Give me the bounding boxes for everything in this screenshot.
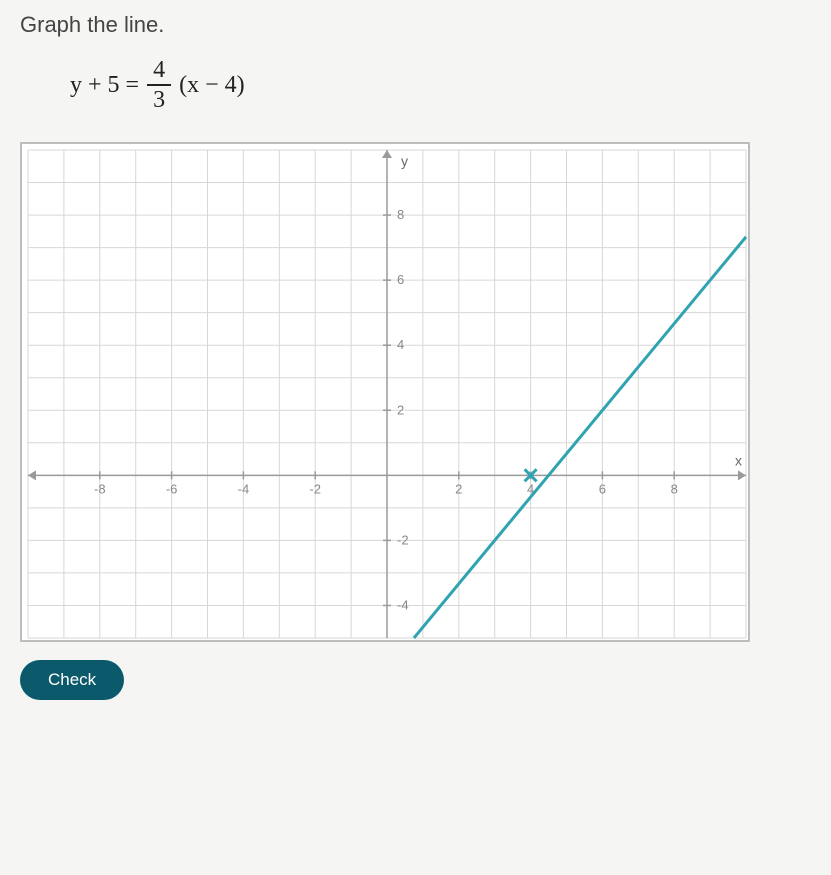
svg-text:x: x — [735, 452, 742, 468]
svg-text:-4: -4 — [397, 597, 409, 612]
fraction-numerator: 4 — [147, 58, 171, 86]
svg-text:-2: -2 — [397, 532, 409, 547]
equation-lhs: y + 5 = — [70, 72, 139, 99]
svg-text:8: 8 — [671, 481, 678, 496]
svg-text:6: 6 — [599, 481, 606, 496]
prompt-text: Graph the line. — [20, 12, 811, 38]
fraction-denominator: 3 — [147, 86, 171, 112]
svg-text:2: 2 — [455, 481, 462, 496]
check-button[interactable]: Check — [20, 660, 124, 700]
svg-text:-4: -4 — [238, 481, 250, 496]
svg-text:6: 6 — [397, 272, 404, 287]
coordinate-graph[interactable]: -8-6-4-224682468-2-4yx — [20, 142, 750, 642]
equation-fraction: 4 3 — [147, 58, 171, 112]
svg-text:-2: -2 — [309, 481, 321, 496]
svg-text:2: 2 — [397, 402, 404, 417]
svg-text:y: y — [401, 153, 408, 169]
svg-text:-6: -6 — [166, 481, 178, 496]
svg-text:4: 4 — [397, 337, 404, 352]
equation-rhs: (x − 4) — [179, 72, 245, 99]
graph-svg: -8-6-4-224682468-2-4yx — [22, 144, 750, 642]
equation: y + 5 = 4 3 (x − 4) — [70, 58, 811, 112]
svg-text:-8: -8 — [94, 481, 106, 496]
svg-text:8: 8 — [397, 207, 404, 222]
